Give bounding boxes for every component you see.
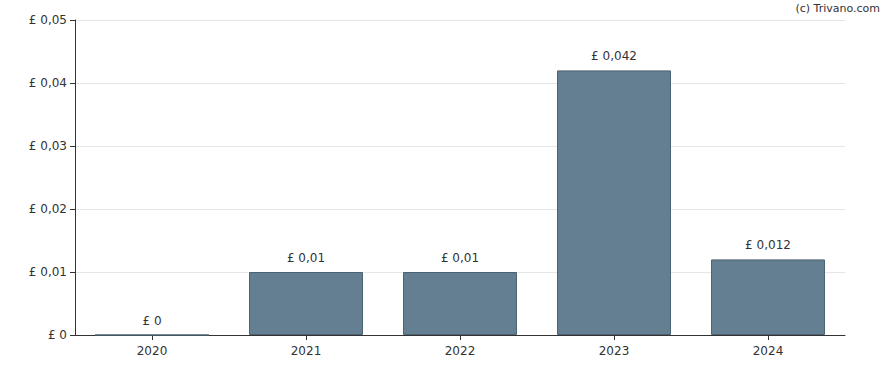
svg-text:£ 0,01: £ 0,01: [29, 265, 67, 279]
svg-text:£ 0,01: £ 0,01: [441, 251, 479, 265]
svg-text:£ 0,01: £ 0,01: [287, 251, 325, 265]
svg-text:(c) Trivano.com: (c) Trivano.com: [795, 2, 880, 15]
svg-text:£ 0: £ 0: [48, 328, 67, 342]
svg-text:£ 0,02: £ 0,02: [29, 202, 67, 216]
svg-text:£ 0,03: £ 0,03: [29, 139, 67, 153]
svg-text:£ 0: £ 0: [142, 314, 161, 328]
svg-text:2023: 2023: [599, 344, 630, 358]
svg-text:£ 0,012: £ 0,012: [745, 238, 791, 252]
svg-text:£ 0,04: £ 0,04: [29, 76, 67, 90]
svg-text:2020: 2020: [137, 344, 168, 358]
svg-text:£ 0,05: £ 0,05: [29, 13, 67, 27]
svg-text:2022: 2022: [445, 344, 476, 358]
svg-text:£ 0,042: £ 0,042: [591, 49, 637, 63]
svg-text:2021: 2021: [291, 344, 322, 358]
svg-text:2024: 2024: [753, 344, 784, 358]
